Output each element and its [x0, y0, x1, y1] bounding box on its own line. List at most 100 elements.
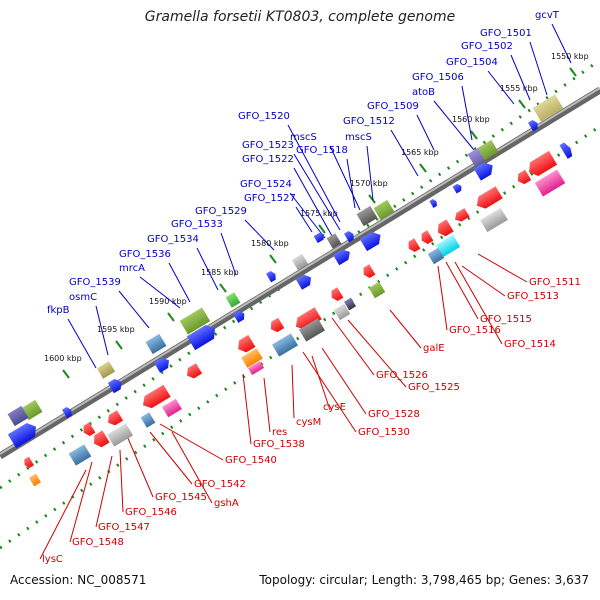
forward-gene-label: GFO_1504 — [446, 57, 498, 68]
reverse-gene-block — [298, 318, 326, 342]
forward-gene-label: GFO_1536 — [119, 249, 171, 260]
inner-dotted-track — [0, 124, 600, 550]
gene-features — [7, 94, 573, 487]
kbp-label: 1600 kbp — [44, 354, 82, 363]
reverse-gene-block — [270, 317, 285, 333]
reverse-label-line — [347, 319, 407, 388]
map-title: Gramella forsetii KT0803, complete genom… — [144, 9, 456, 25]
forward-label-line — [196, 247, 219, 291]
forward-gene-label: GFO_1501 — [480, 28, 532, 39]
forward-label-line — [289, 192, 326, 239]
kbp-tick — [62, 369, 70, 379]
reverse-gene-block — [331, 287, 344, 302]
reverse-gene-block — [435, 234, 461, 258]
forward-gene-block — [265, 271, 276, 283]
forward-gene-block — [527, 120, 538, 132]
kbp-tick — [115, 340, 123, 350]
kbp-tick — [419, 163, 427, 173]
reverse-gene-block — [93, 430, 110, 448]
forward-gene-label: GFO_1506 — [412, 72, 464, 83]
reverse-gene-block — [437, 219, 454, 237]
kbp-label: 1580 kbp — [251, 239, 289, 248]
reverse-label-line — [95, 455, 113, 528]
forward-label-line — [461, 85, 473, 141]
reverse-label-line — [242, 373, 252, 445]
kbp-label: 1590 kbp — [149, 297, 187, 306]
reverse-gene-block — [408, 238, 421, 253]
kbp-tick — [569, 67, 577, 77]
reverse-gene-label: GFO_1513 — [507, 291, 559, 302]
kbp-label: 1595 kbp — [97, 325, 135, 334]
reverse-gene-block — [247, 360, 265, 376]
kbp-tick — [318, 224, 326, 234]
forward-label-line — [67, 318, 97, 369]
forward-gene-block — [326, 233, 342, 249]
forward-gene-block — [429, 199, 437, 208]
kbp-label: 1550 kbp — [551, 52, 589, 61]
reverse-gene-block — [24, 456, 35, 468]
forward-label-line — [168, 262, 191, 303]
forward-label-line — [529, 41, 548, 96]
forward-gene-block — [61, 407, 72, 419]
kbp-scale-labels: 1550 kbp 1555 kbp 1560 kbp 1565 kbp 1570 kbp… — [44, 52, 589, 363]
reverse-gene-block — [140, 412, 156, 428]
forward-label-line — [220, 232, 237, 276]
forward-gene-block — [356, 205, 378, 227]
reverse-gene-label: cysE — [323, 402, 346, 413]
reverse-label-line — [291, 364, 295, 419]
reverse-gene-label: cysM — [296, 417, 321, 428]
forward-gene-block — [21, 399, 43, 421]
forward-gene-block — [373, 199, 395, 221]
reverse-gene-block — [333, 303, 351, 321]
forward-gene-block — [225, 292, 241, 308]
forward-label-lines — [67, 23, 572, 369]
accession-text: Accession: NC_008571 — [10, 573, 147, 587]
reverse-label-line — [445, 261, 479, 320]
forward-gene-block — [179, 307, 211, 335]
reverse-gene-block — [534, 169, 566, 197]
forward-label-line — [416, 114, 435, 151]
forward-gene-block — [313, 232, 325, 244]
reverse-label-lines — [39, 253, 528, 560]
kbp-tick — [219, 283, 227, 293]
reverse-gene-block — [271, 333, 299, 357]
reverse-label-line — [126, 435, 154, 498]
kbp-ticks — [62, 67, 577, 379]
forward-gene-label: mscS — [345, 132, 372, 143]
forward-gene-block — [107, 378, 122, 394]
reverse-gene-label: GFO_1545 — [155, 492, 207, 503]
reverse-gene-block — [162, 398, 182, 418]
forward-gene-label: GFO_1502 — [461, 41, 513, 52]
kbp-tick — [368, 194, 376, 204]
kbp-label: 1565 kbp — [401, 148, 439, 157]
forward-gene-block — [96, 361, 116, 379]
reverse-gene-labels: GFO_1511 GFO_1513 GFO_1515GFO_1516GFO_1514… — [42, 277, 581, 565]
reverse-label-line — [437, 265, 448, 331]
forward-label-line — [95, 305, 109, 356]
reverse-label-line — [461, 265, 506, 297]
backbone-highlight — [0, 87, 600, 455]
reverse-gene-block — [363, 264, 376, 279]
reverse-gene-label: res — [272, 427, 287, 438]
kbp-tick — [269, 254, 277, 264]
reverse-label-line — [39, 469, 87, 560]
forward-label-line — [293, 153, 341, 231]
reverse-label-line — [69, 461, 93, 543]
forward-gene-label: mscS — [290, 132, 317, 143]
reverse-gene-label: GFO_1525 — [408, 382, 460, 393]
forward-gene-block — [233, 310, 245, 323]
forward-gene-label: GFO_1520 — [238, 111, 290, 122]
kbp-tick — [167, 312, 175, 322]
kbp-label: 1560 kbp — [452, 115, 490, 124]
forward-label-line — [487, 70, 515, 105]
reverse-gene-block — [427, 247, 445, 265]
forward-gene-label: GFO_1512 — [343, 116, 395, 127]
outer-dotted-track — [0, 58, 600, 490]
forward-gene-label: osmC — [69, 292, 97, 303]
forward-label-line — [244, 219, 275, 251]
forward-gene-label: GFO_1523 — [242, 140, 294, 151]
reverse-gene-label: GFO_1547 — [98, 522, 150, 533]
reverse-gene-block — [480, 207, 508, 233]
forward-gene-block — [532, 94, 564, 122]
